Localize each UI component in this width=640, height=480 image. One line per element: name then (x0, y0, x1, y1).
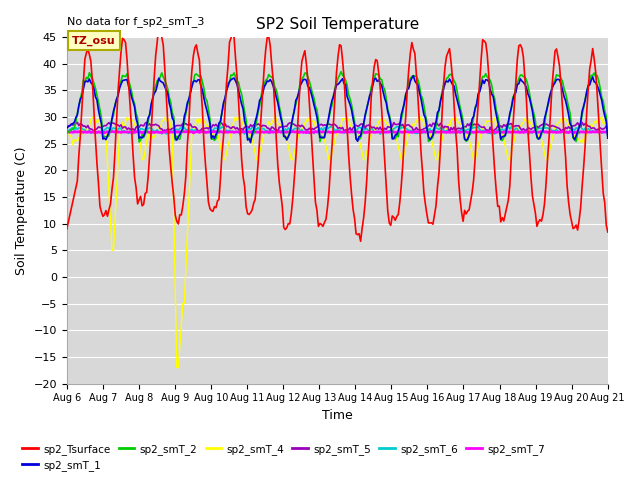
Y-axis label: Soil Temperature (C): Soil Temperature (C) (15, 146, 28, 275)
Text: No data for f_sp2_smT_3: No data for f_sp2_smT_3 (67, 16, 204, 27)
Text: TZ_osu: TZ_osu (72, 36, 116, 46)
Title: SP2 Soil Temperature: SP2 Soil Temperature (255, 17, 419, 32)
X-axis label: Time: Time (322, 409, 353, 422)
Legend: sp2_Tsurface, sp2_smT_1, sp2_smT_2, sp2_smT_4, sp2_smT_5, sp2_smT_6, sp2_smT_7: sp2_Tsurface, sp2_smT_1, sp2_smT_2, sp2_… (18, 439, 549, 475)
